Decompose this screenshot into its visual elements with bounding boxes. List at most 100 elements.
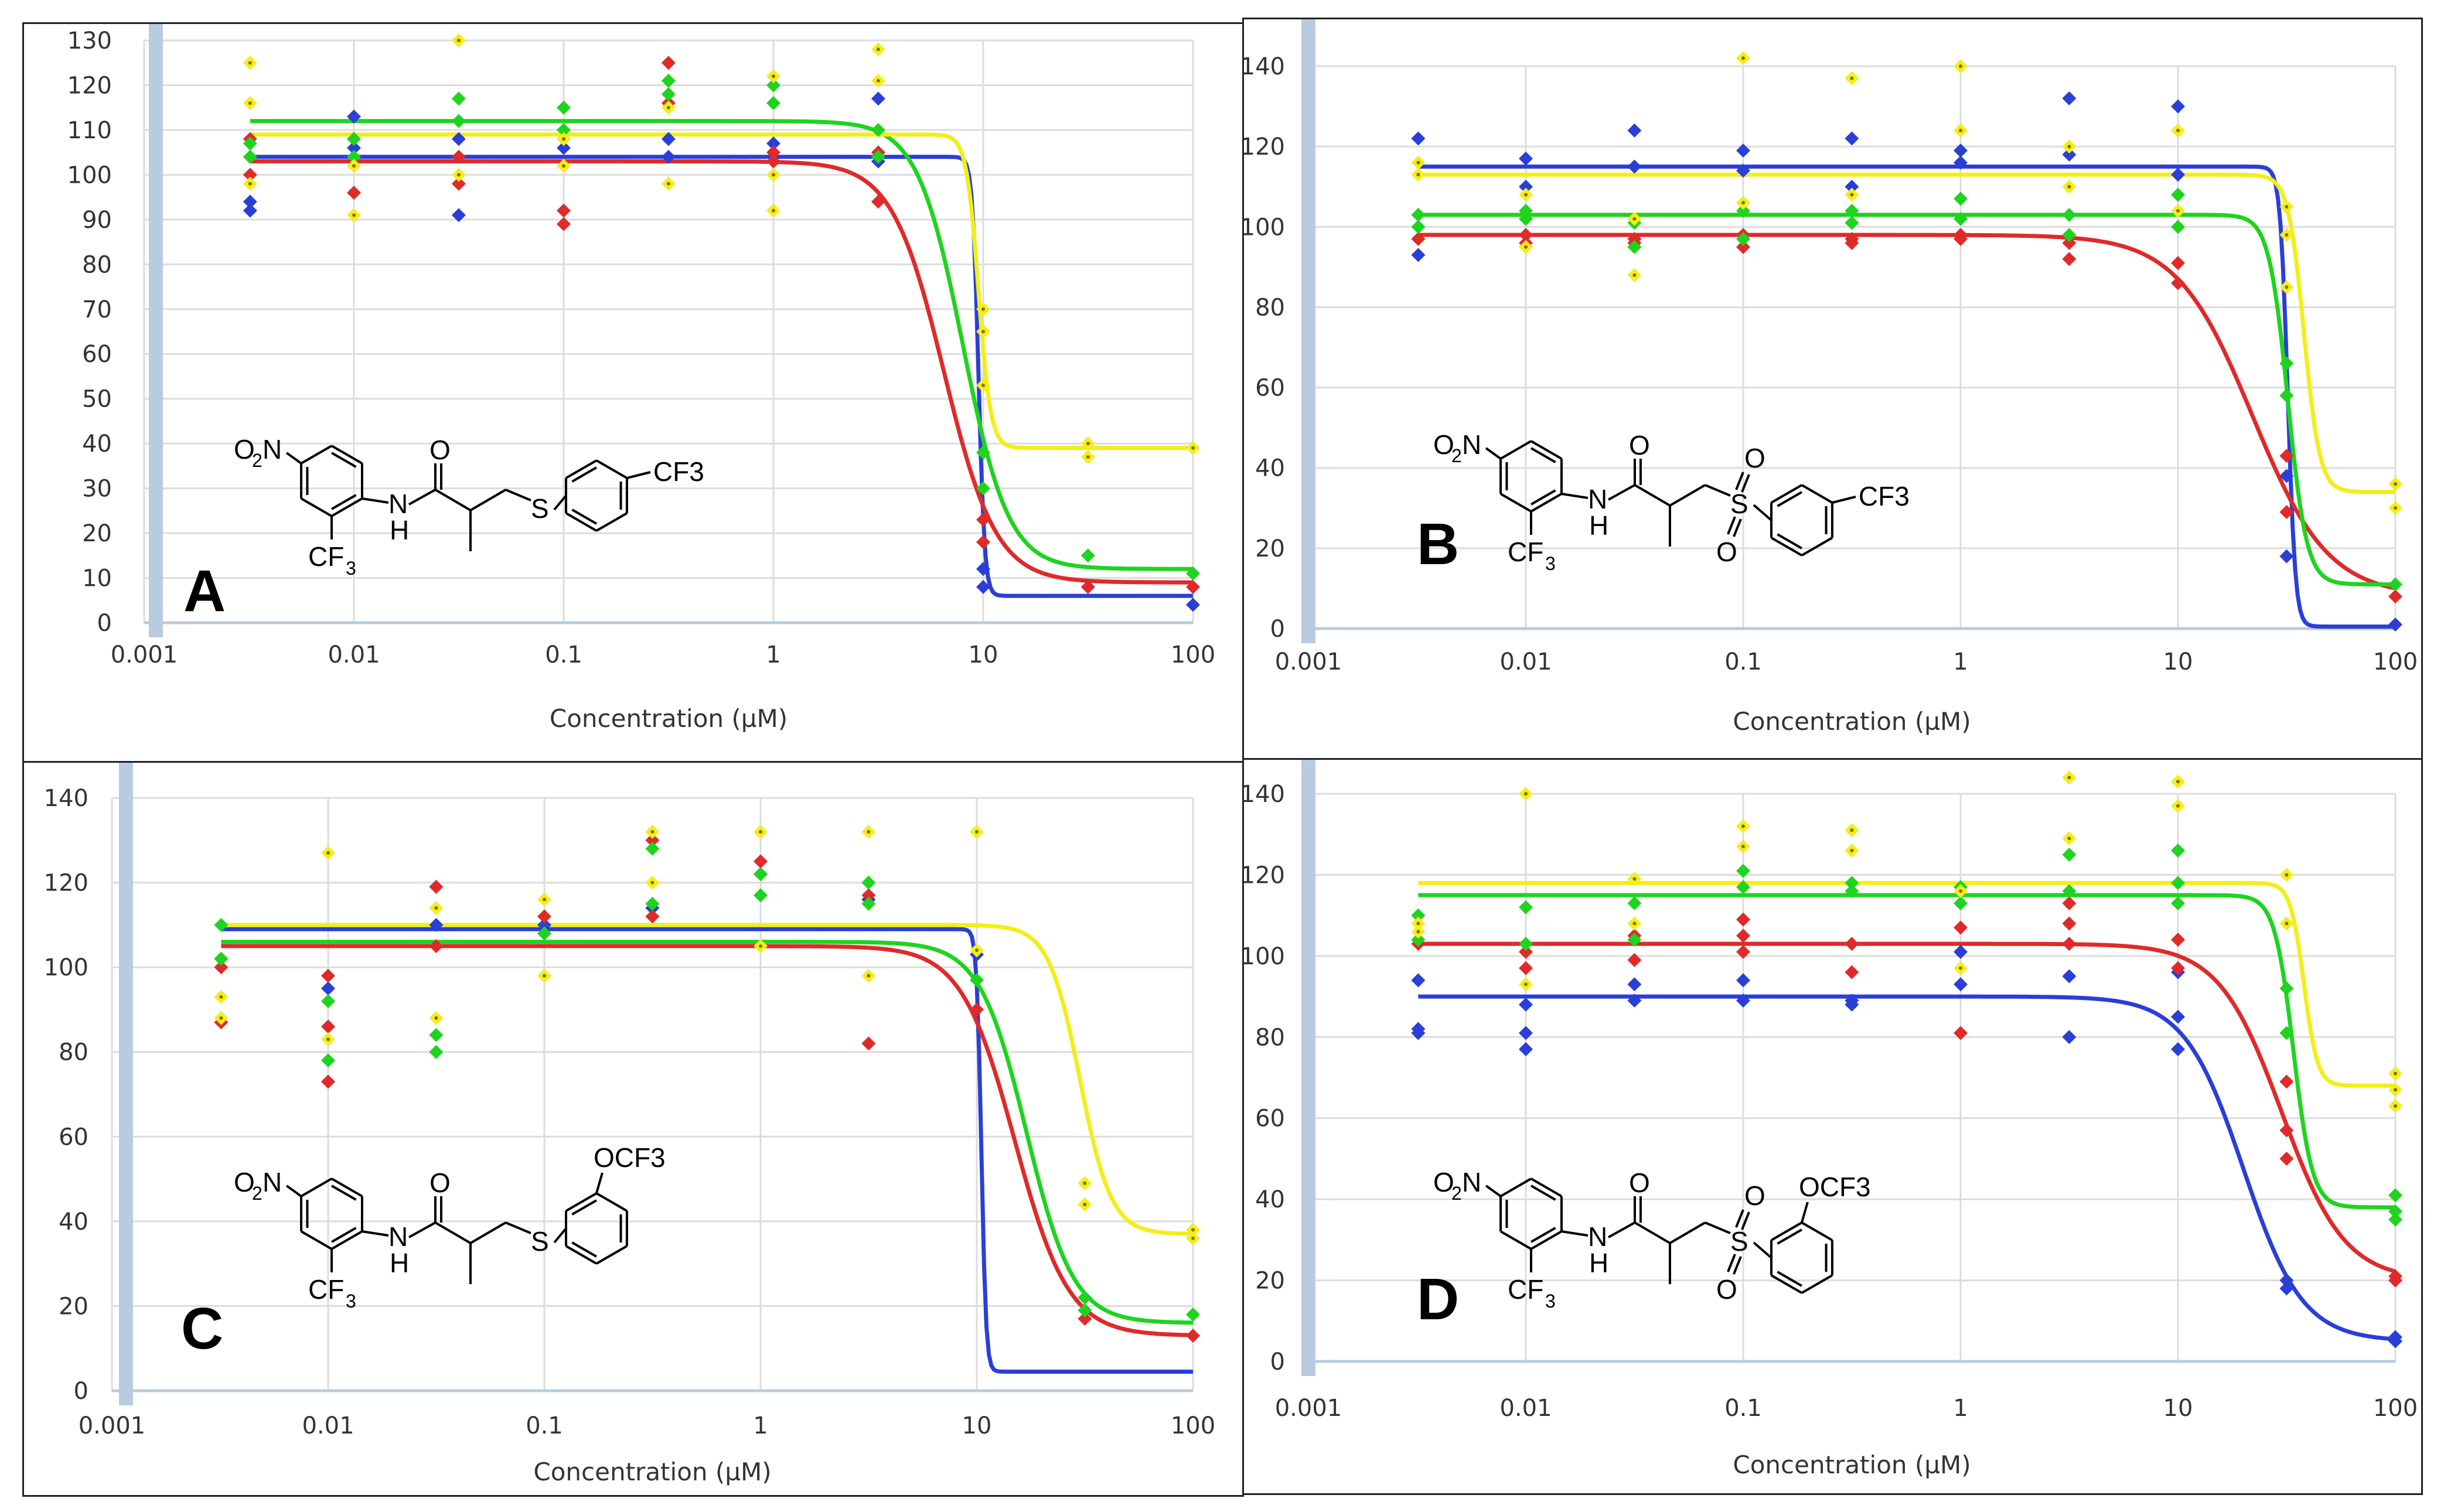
data-point-center bbox=[772, 74, 775, 78]
data-point-red bbox=[557, 203, 571, 218]
data-point-green bbox=[2171, 220, 2185, 234]
data-point-green bbox=[2279, 356, 2294, 371]
data-point-green bbox=[537, 926, 551, 941]
ring-bond bbox=[1801, 484, 1833, 504]
data-point-green bbox=[1411, 933, 1426, 947]
ring-bond bbox=[331, 445, 363, 465]
data-point-red bbox=[1519, 961, 1533, 975]
data-point-green bbox=[451, 91, 466, 106]
sulfur-atom: S bbox=[531, 493, 549, 524]
data-point-center bbox=[1959, 889, 1962, 893]
fit-curve-blue bbox=[1418, 994, 2396, 1342]
data-point-red bbox=[2062, 916, 2077, 931]
ring-double-bond bbox=[1530, 447, 1556, 463]
ring-bond bbox=[301, 445, 333, 465]
data-point-green bbox=[1411, 207, 1426, 222]
data-point-center bbox=[352, 164, 356, 168]
data-point-green bbox=[2388, 1204, 2402, 1219]
nitro-bond bbox=[285, 1185, 302, 1197]
y-axis-strip bbox=[119, 763, 133, 1405]
fit-curve-green bbox=[250, 119, 1193, 571]
chain-bond bbox=[1669, 484, 1706, 507]
nitro-label-n: N bbox=[263, 434, 282, 465]
data-point-green bbox=[557, 100, 571, 115]
data-point-blue bbox=[2279, 549, 2294, 564]
data-point-blue bbox=[1411, 131, 1426, 146]
data-point-center bbox=[981, 307, 985, 311]
data-point-red bbox=[321, 1019, 335, 1034]
data-point-center bbox=[2394, 1071, 2397, 1076]
data-point-blue bbox=[537, 917, 551, 932]
data-point-center bbox=[876, 47, 880, 52]
ocf3-label: OCF3 bbox=[594, 1142, 666, 1173]
data-point-red bbox=[1845, 937, 1859, 951]
data-point-center bbox=[2394, 482, 2397, 486]
data-point-center bbox=[1416, 921, 1420, 926]
data-point-green bbox=[1519, 211, 1533, 226]
aryl-bond bbox=[553, 494, 567, 511]
data-point-green bbox=[861, 875, 876, 890]
chain-bond bbox=[434, 1221, 471, 1244]
data-point-green bbox=[1845, 884, 1859, 899]
ring-bond bbox=[1801, 537, 1833, 557]
fit-curve-yellow bbox=[250, 132, 1193, 450]
ring-bond bbox=[1531, 1177, 1562, 1197]
ring-cf3-label: CF bbox=[1508, 1274, 1543, 1305]
data-point-center bbox=[1632, 877, 1637, 881]
data-point-green bbox=[243, 136, 257, 151]
data-point-red bbox=[243, 168, 257, 182]
data-point-blue bbox=[2062, 969, 2077, 984]
data-point-red bbox=[1078, 1312, 1092, 1326]
x-tick-label: 1 bbox=[1953, 1395, 1968, 1422]
data-point-center bbox=[1850, 848, 1854, 852]
chain-bond bbox=[434, 489, 471, 511]
y-tick-label: 90 bbox=[82, 207, 112, 234]
panel-letter: B bbox=[1417, 511, 1459, 577]
data-point-red bbox=[1736, 929, 1750, 943]
chain-bond bbox=[1705, 1221, 1731, 1234]
fit-curve-yellow bbox=[1418, 172, 2395, 494]
data-point-green bbox=[754, 867, 768, 882]
amide-bond bbox=[1561, 1230, 1589, 1237]
data-point-red bbox=[1845, 965, 1859, 979]
x-tick-label: 0.1 bbox=[1724, 1395, 1762, 1422]
data-point-green bbox=[1519, 937, 1533, 951]
ring-bond bbox=[1531, 440, 1562, 460]
data-point-center bbox=[1083, 1202, 1087, 1206]
sulfur-atom: S bbox=[1730, 489, 1748, 519]
data-point-green bbox=[1519, 203, 1533, 218]
panel-letter: C bbox=[181, 1296, 223, 1361]
nitro-label-n: N bbox=[263, 1167, 282, 1197]
y-tick-label: 80 bbox=[59, 1039, 88, 1066]
ring-bond bbox=[1500, 493, 1532, 513]
y-tick-label: 20 bbox=[59, 1293, 88, 1320]
data-point-green bbox=[2171, 187, 2185, 202]
sulfonyl-oxygen: O bbox=[1716, 537, 1737, 567]
ring-bond bbox=[595, 459, 628, 479]
y-tick-label: 100 bbox=[1244, 214, 1285, 241]
data-point-blue bbox=[2171, 99, 2185, 114]
data-point-blue bbox=[1845, 179, 1859, 194]
y-tick-label: 120 bbox=[1244, 862, 1285, 889]
aryl-bond bbox=[553, 1227, 567, 1244]
x-axis-title: Concentration (µM) bbox=[533, 1458, 771, 1486]
y-axis-strip bbox=[1301, 760, 1315, 1376]
nitro-label: O bbox=[1433, 429, 1454, 460]
ring-bond bbox=[1500, 1177, 1532, 1197]
data-point-center bbox=[562, 164, 565, 168]
data-point-red bbox=[1186, 579, 1200, 594]
data-point-green bbox=[1845, 876, 1859, 890]
data-point-green bbox=[321, 994, 335, 1008]
data-point-green bbox=[2171, 843, 2185, 858]
ring-double-bond bbox=[330, 1227, 357, 1243]
data-point-red bbox=[2062, 937, 2077, 951]
y-tick-label: 20 bbox=[1255, 1268, 1285, 1295]
data-point-green bbox=[1186, 1307, 1200, 1322]
data-point-blue bbox=[1627, 123, 1642, 138]
x-tick-label: 10 bbox=[962, 1412, 992, 1439]
fit-curve-yellow bbox=[1418, 880, 2395, 1088]
ring-cf3-subscript: 3 bbox=[1545, 553, 1556, 574]
data-point-center bbox=[326, 851, 330, 855]
ring-double-bond bbox=[330, 494, 357, 510]
data-point-blue bbox=[347, 141, 361, 155]
